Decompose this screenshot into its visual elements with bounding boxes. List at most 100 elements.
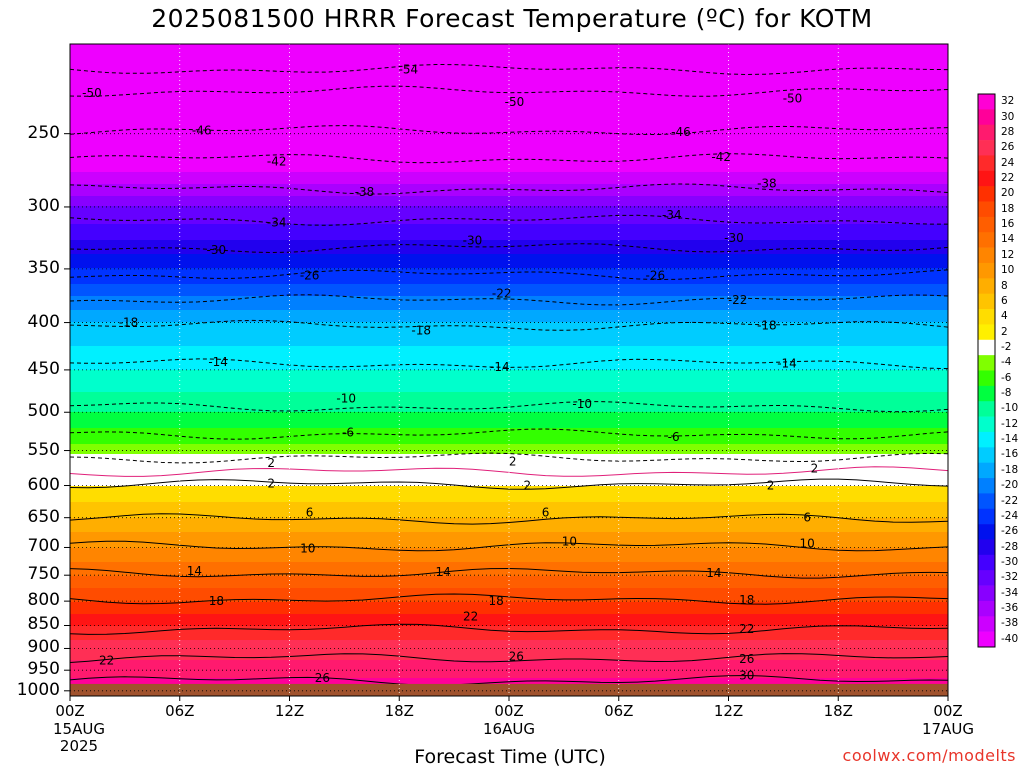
colorbar-swatch [978,462,995,479]
colorbar-label: 16 [1001,218,1015,231]
temperature-band [70,290,948,293]
colorbar-swatch [978,416,995,433]
temperature-band [70,430,948,433]
temperature-band [70,562,948,565]
colorbar-swatch [978,201,995,218]
temperature-band [70,292,948,295]
colorbar-label: -14 [1001,433,1019,446]
temperature-band [70,80,948,83]
temperature-band [70,492,948,495]
temperature-band [70,240,948,243]
temperature-band [70,188,948,191]
x-tick-label: 00Z [933,702,963,720]
colorbar-swatch [978,431,995,448]
temperature-band [70,138,948,141]
temperature-band [70,264,948,267]
contour-label: 2 [811,461,819,475]
colorbar-swatch [978,278,995,294]
contour-label: -18 [411,324,431,338]
temperature-band [70,66,948,69]
temperature-band [70,96,948,99]
temperature-band [70,222,948,225]
temperature-band [70,600,948,603]
temperature-band [70,664,948,667]
temperature-band [70,526,948,529]
temperature-band [70,574,948,577]
temperature-band [70,382,948,385]
colorbar-label: 30 [1001,110,1015,123]
temperature-band [70,52,948,55]
temperature-band [70,256,948,259]
temperature-band [70,54,948,57]
temperature-band [70,584,948,587]
temperature-band [70,176,948,179]
temperature-band [70,380,948,383]
x-tick-label: 18Z [384,702,414,720]
temperature-band [70,228,948,231]
temperature-band [70,346,948,349]
temperature-band [70,64,948,67]
contour-labels: -54 -50 -50 -50 -46 -46 -42 -42 -38 -38 -34 -34 -30 -… [82,62,818,685]
colorbar-swatch [978,385,995,402]
x-axis-title: Forecast Time (UTC) [414,746,606,768]
contour-label: -22 [728,293,748,307]
colorbar-label: -18 [1001,463,1019,476]
temperature-band [70,350,948,353]
x-date-label: 17AUG [922,720,974,738]
temperature-band [70,246,948,249]
temperature-band [70,612,948,615]
colorbar-label: 26 [1001,141,1015,154]
temperature-band [70,520,948,523]
temperature-band [70,202,948,205]
temperature-band [70,554,948,557]
temperature-band [70,650,948,653]
colorbar-label: -24 [1001,509,1019,522]
temperature-band [70,248,948,251]
temperature-band [70,50,948,53]
temperature-band [70,318,948,321]
x-date-label: 16AUG [483,720,535,738]
temperature-band [70,214,948,217]
colorbar-label: 18 [1001,202,1015,215]
x-tick-label: 06Z [604,702,634,720]
temperature-band [70,622,948,625]
temperature-band [70,282,948,285]
colorbar-swatch [978,600,995,617]
contour-line [70,653,948,663]
temperature-band [70,646,948,649]
temperature-band [70,506,948,509]
temperature-band [70,150,948,153]
temperature-band [70,140,948,143]
temperature-band [70,556,948,559]
temperature-band [70,232,948,235]
temperature-band [70,82,948,85]
colorbar-swatch [978,247,995,264]
colorbar-label: 8 [1001,279,1008,292]
temperature-band [70,250,948,253]
x-tick-label: 06Z [165,702,195,720]
temperature-band [70,212,948,215]
temperature-band [70,456,948,459]
contour-label: 6 [542,506,550,520]
temperature-band [70,216,948,219]
contour-label: 22 [99,653,114,667]
temperature-band [70,502,948,505]
colorbar-swatch [978,170,995,187]
colorbar-label: -30 [1001,556,1019,568]
contour-label: 10 [562,535,577,549]
temperature-band [70,510,948,513]
temperature-band [70,324,948,327]
temperature-band [70,616,948,619]
temperature-band [70,480,948,483]
credit-text: coolwx.com/modelts [842,746,1016,765]
temperature-band [70,356,948,359]
temperature-band [70,120,948,123]
temperature-band [70,106,948,109]
temperature-band [70,516,948,519]
contour-label: -6 [342,426,354,440]
temperature-band [70,326,948,329]
temperature-band [70,196,948,199]
contour-label: -22 [492,286,512,300]
contour-label: 2 [767,479,775,493]
temperature-band [70,452,948,455]
